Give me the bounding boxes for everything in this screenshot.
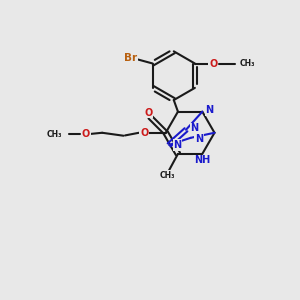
- Text: O: O: [140, 128, 148, 138]
- Text: CH₃: CH₃: [160, 171, 175, 180]
- Text: N: N: [195, 134, 203, 144]
- Text: CH₃: CH₃: [47, 130, 63, 139]
- Text: N: N: [190, 123, 199, 133]
- Text: NH: NH: [194, 155, 210, 165]
- Text: O: O: [209, 58, 218, 68]
- Text: N: N: [173, 140, 181, 150]
- Text: O: O: [82, 129, 90, 139]
- Text: Br: Br: [124, 53, 137, 63]
- Text: N: N: [205, 105, 213, 115]
- Text: CH₃: CH₃: [240, 59, 256, 68]
- Text: O: O: [144, 107, 153, 118]
